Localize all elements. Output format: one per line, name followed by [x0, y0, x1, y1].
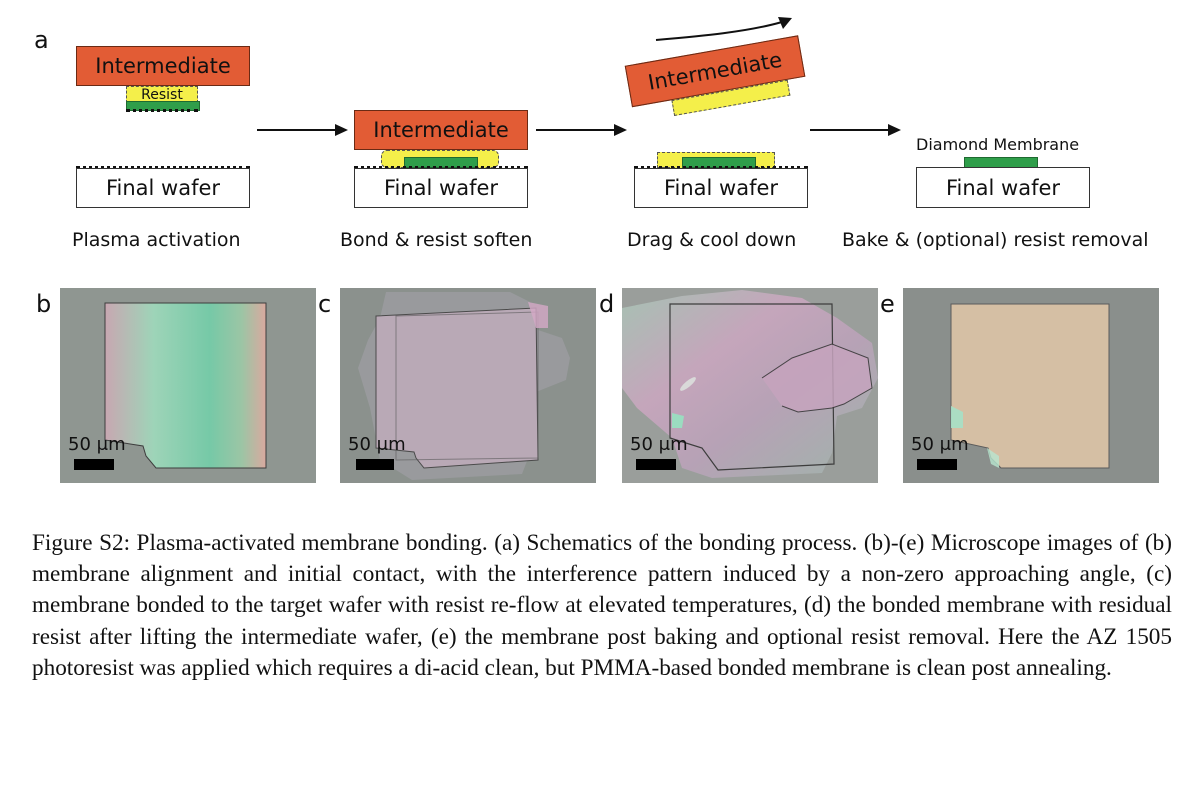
lifted-intermediate-group: Intermediate [624, 35, 812, 140]
micrograph-d-image [622, 290, 878, 478]
final-wafer-1: Final wafer [76, 168, 250, 208]
drag-arrow-icon [655, 17, 792, 41]
scale-label-b: 50 μm [68, 434, 126, 455]
micrograph-c-image [358, 292, 570, 480]
scale-bar-d [636, 459, 676, 470]
activated-surface-1 [126, 109, 198, 112]
scale-bar-e [917, 459, 957, 470]
panel-label-d: d [599, 290, 615, 318]
micrograph-b: 50 μm [60, 288, 316, 483]
final-wafer-4: Final wafer [916, 167, 1090, 208]
scale-bar-c [356, 459, 394, 470]
figure-caption: Figure S2: Plasma-activated membrane bon… [32, 530, 1172, 681]
panel-label-a: a [34, 26, 49, 54]
micrograph-b-image [104, 302, 267, 469]
micrograph-e-image [950, 303, 1110, 469]
final-wafer-2: Final wafer [354, 168, 528, 208]
panel-label-e: e [880, 290, 895, 318]
activated-wafer-surface-2 [354, 166, 528, 169]
scale-label-e: 50 μm [911, 434, 969, 455]
arrow-right-icon [810, 124, 901, 136]
final-wafer-3: Final wafer [634, 168, 808, 208]
panel-label-c: c [318, 290, 332, 318]
arrow-right-icon [257, 124, 348, 136]
scale-bar-b [74, 459, 114, 470]
micrograph-d: 50 μm [622, 288, 878, 483]
intermediate-wafer-2: Intermediate [354, 110, 528, 150]
arrow-right-icon [536, 124, 627, 136]
step-label-2: Bond & resist soften [340, 229, 533, 251]
activated-wafer-surface-1 [76, 166, 250, 169]
intermediate-wafer-1: Intermediate [76, 46, 250, 86]
step-label-4: Bake & (optional) resist removal [842, 229, 1149, 251]
diamond-membrane-label: Diamond Membrane [916, 135, 1080, 154]
panel-label-b: b [36, 290, 52, 318]
step-label-3: Drag & cool down [627, 229, 797, 251]
scale-label-c: 50 μm [348, 434, 406, 455]
step-label-1: Plasma activation [72, 229, 241, 251]
activated-wafer-surface-3 [634, 166, 808, 169]
micrograph-c: 50 μm [340, 288, 596, 483]
scale-label-d: 50 μm [630, 434, 688, 455]
micrograph-e: 50 μm [903, 288, 1159, 483]
